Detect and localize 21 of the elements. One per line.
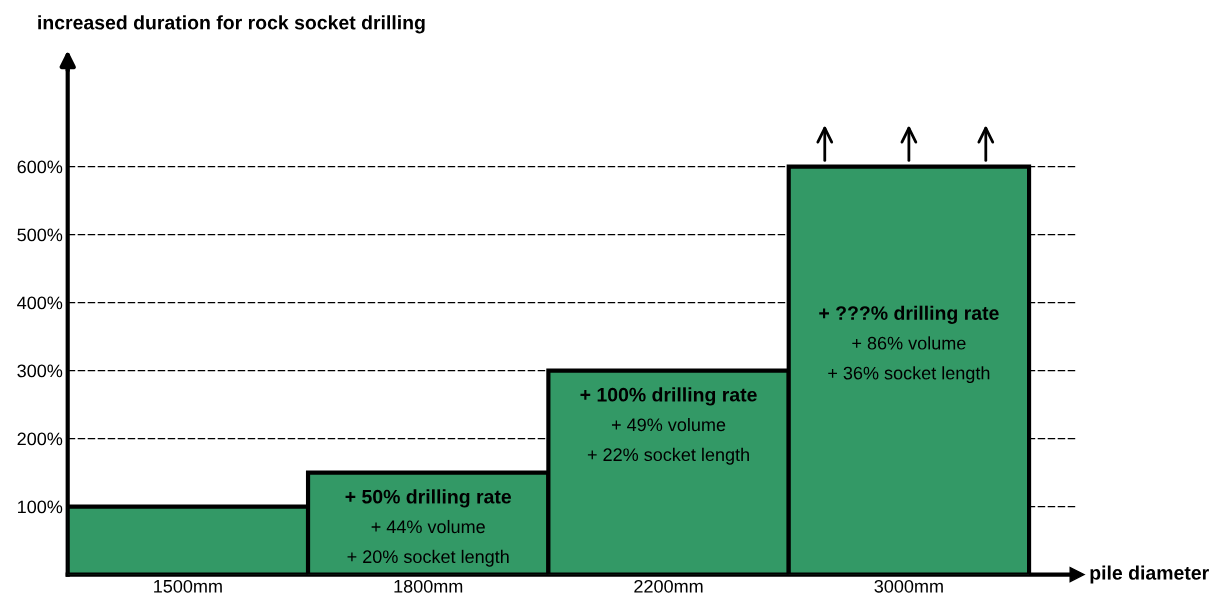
annotation: + 100% drilling rate <box>580 387 757 406</box>
annotation: + 20% socket length <box>347 549 509 567</box>
y-tick-label: 200% <box>17 432 63 446</box>
annotation: + 36% socket length <box>828 366 990 384</box>
y-tick-label: 400% <box>17 296 63 310</box>
annotation: + 44% volume <box>371 519 485 534</box>
annotation: + 86% volume <box>852 336 966 350</box>
y-tick-label: 500% <box>17 228 63 242</box>
y-tick-label: 100% <box>18 500 63 514</box>
x-tick-label: 3000mm <box>874 579 943 593</box>
y-axis-title: increased duration for rock socket drilling <box>38 15 425 34</box>
x-tick-label: 1800mm <box>394 579 463 593</box>
annotation: + 49% volume <box>611 417 726 432</box>
annotation: + 22% socket length <box>587 447 749 465</box>
x-tick-label: 2200mm <box>634 579 703 593</box>
y-tick-label: 600% <box>17 160 63 174</box>
x-axis-title: pile diameter <box>1090 565 1209 584</box>
y-tick-label: 300% <box>17 364 63 378</box>
annotation: + ???% drilling rate <box>819 305 999 324</box>
annotation: + 50% drilling rate <box>345 489 512 508</box>
x-tick-label: 1500mm <box>154 579 222 593</box>
